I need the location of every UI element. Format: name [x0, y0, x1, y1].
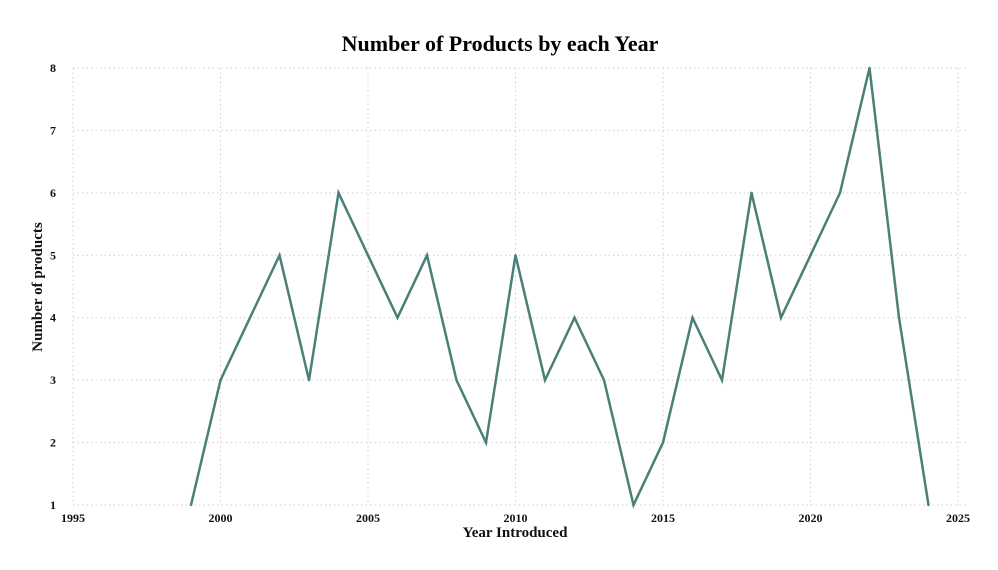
y-tick-label: 1 — [50, 498, 56, 512]
data-point — [455, 378, 458, 382]
data-point — [632, 503, 635, 507]
data-point — [720, 378, 724, 382]
grid — [72, 67, 966, 506]
data-point — [779, 316, 783, 319]
x-tick-label: 2000 — [209, 511, 233, 525]
data-point — [661, 441, 665, 444]
data-point — [219, 378, 222, 382]
data-point — [425, 254, 429, 257]
data-point — [484, 441, 488, 444]
data-point — [514, 254, 517, 257]
y-tick-label: 7 — [50, 123, 56, 137]
series-line — [189, 67, 930, 509]
y-tick-label: 8 — [50, 61, 56, 75]
x-tick-label: 2015 — [651, 511, 675, 525]
y-tick-label: 6 — [50, 186, 56, 200]
data-point — [573, 316, 576, 319]
data-point — [189, 503, 193, 507]
data-point — [396, 316, 399, 319]
x-axis-label: Year Introduced — [463, 525, 569, 541]
x-tick-label: 2005 — [356, 511, 380, 525]
data-point — [868, 66, 871, 70]
x-tick-label: 1995 — [61, 511, 85, 525]
y-tick-label: 5 — [50, 248, 56, 262]
data-point — [809, 254, 812, 257]
chart-title: Number of Products by each Year — [342, 31, 659, 56]
data-point — [927, 503, 930, 507]
series-layer — [189, 66, 930, 509]
data-point — [248, 316, 252, 319]
data-point — [543, 378, 547, 382]
x-tick-label: 2020 — [799, 511, 823, 525]
data-point — [307, 378, 311, 382]
data-point — [897, 316, 901, 319]
data-point — [750, 191, 753, 195]
x-tick-label: 2010 — [504, 511, 528, 525]
y-tick-label: 4 — [50, 311, 56, 325]
data-point — [337, 191, 340, 195]
data-point — [366, 254, 370, 257]
x-tick-label: 2025 — [946, 511, 970, 525]
y-tick-label: 3 — [50, 373, 56, 387]
x-axis-ticks: 1995 2000 2005 2010 2015 2020 2025 — [61, 511, 970, 525]
y-axis-label: Number of products — [30, 222, 46, 352]
data-point — [602, 378, 606, 382]
y-tick-label: 2 — [50, 436, 56, 450]
data-point — [691, 316, 694, 319]
data-point — [278, 254, 281, 257]
data-point — [838, 191, 842, 195]
y-axis-ticks: 1 2 3 4 5 6 7 8 — [50, 61, 56, 512]
